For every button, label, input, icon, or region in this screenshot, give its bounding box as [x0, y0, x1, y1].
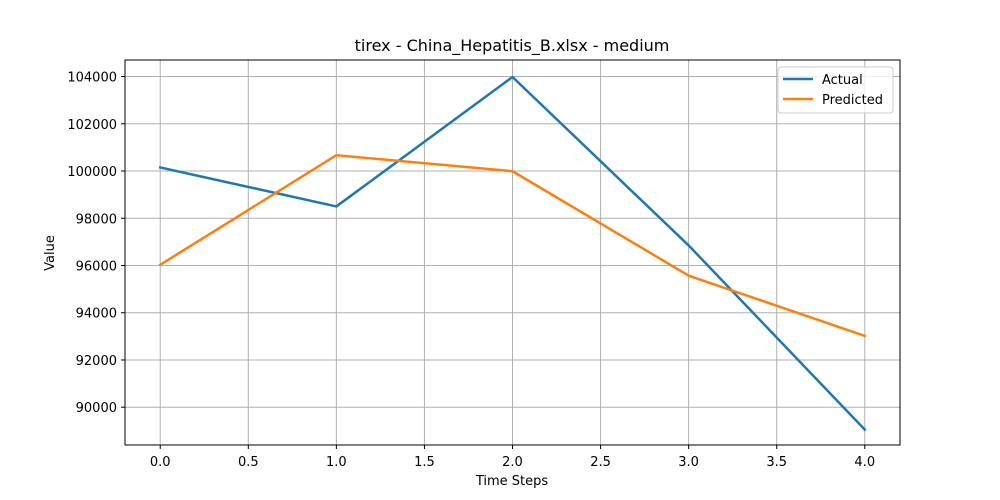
y-tick-label: 96000: [76, 259, 117, 274]
series-line-predicted: [158, 153, 867, 338]
series-line-actual: [158, 75, 867, 432]
y-tick-label: 104000: [67, 71, 117, 86]
legend-label: Actual: [822, 73, 863, 88]
x-tick-label: 2.5: [590, 455, 611, 470]
y-tick-label: 90000: [76, 401, 117, 416]
x-tick-label: 3.5: [766, 455, 787, 470]
x-tick-label: 2.0: [502, 455, 523, 470]
x-tick-label: 1.5: [414, 455, 435, 470]
chart-title: tirex - China_Hepatitis_B.xlsx - medium: [355, 36, 670, 56]
y-axis-ticks: 90000 92000 94000 96000 98000 100000 102000 104…: [67, 71, 125, 416]
plot-series: [158, 75, 867, 432]
x-tick-label: 0.5: [238, 455, 259, 470]
x-tick-label: 1.0: [326, 455, 347, 470]
y-axis-label: Value: [43, 235, 58, 271]
y-tick-label: 92000: [76, 354, 117, 369]
x-tick-label: 4.0: [854, 455, 875, 470]
y-tick-label: 98000: [76, 212, 117, 227]
y-tick-label: 102000: [67, 118, 117, 133]
x-axis-ticks: 0.0 0.5 1.0 1.5 2.0 2.5 3.0 3.5 4.0: [150, 445, 875, 470]
x-axis-label: Time Steps: [475, 474, 549, 489]
legend-label: Predicted: [822, 93, 883, 108]
x-tick-label: 0.0: [150, 455, 171, 470]
y-tick-label: 94000: [76, 307, 117, 322]
y-tick-label: 100000: [67, 165, 117, 180]
x-tick-label: 3.0: [678, 455, 699, 470]
legend: Actual Predicted: [777, 66, 894, 114]
